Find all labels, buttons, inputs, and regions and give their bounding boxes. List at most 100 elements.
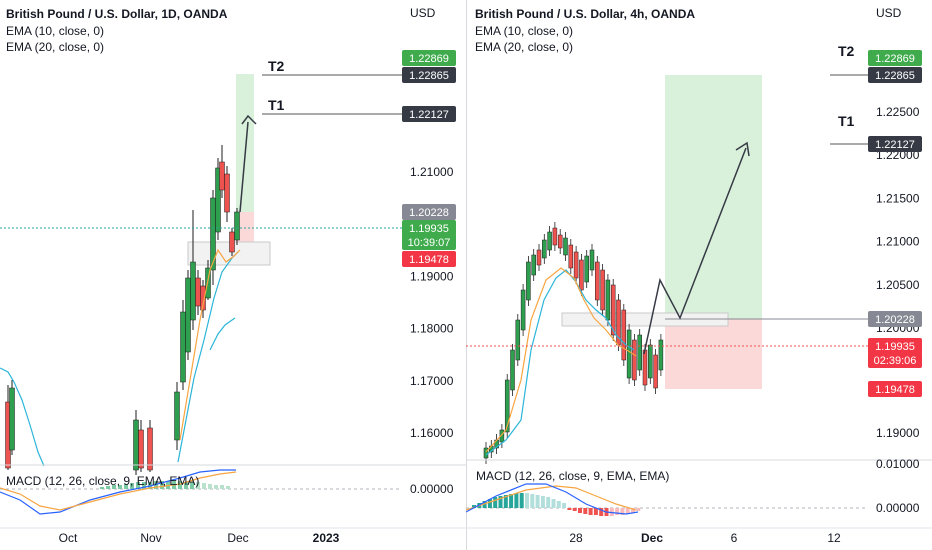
candle-19 [584, 255, 589, 283]
candle-14 [219, 161, 225, 191]
price-tick-4: 1.17000 [410, 374, 454, 388]
badge-entry: 1.20228 [409, 207, 449, 219]
macd-hist-bar-24 [599, 508, 604, 516]
candle-12 [547, 231, 552, 251]
badge-t1-bg [868, 136, 922, 152]
macd-line [0, 469, 236, 515]
badge-countdown: 02:39:06 [874, 355, 917, 367]
macd-tick-1: 0.00000 [876, 501, 920, 515]
candle-22 [600, 269, 605, 311]
4h-macd-label: MACD (12, 26, close, 9, EMA, EMA) [476, 469, 670, 483]
candle-9 [195, 277, 201, 307]
macd-hist-bar-7 [142, 482, 146, 489]
macd-hist-bar-5 [130, 483, 134, 489]
4h-ema10-label: EMA (10, close, 0) [475, 23, 574, 38]
daily-ema10-label: EMA (10, close, 0) [6, 23, 105, 38]
price-tick-4: 1.20500 [876, 278, 920, 292]
macd-hist-bar-20 [578, 508, 582, 513]
macd-hist-bar-31 [636, 508, 641, 511]
macd-signal-line [0, 471, 237, 511]
4h-chart-canvas[interactable]: T2T11.225001.220001.215001.210001.205001… [466, 0, 932, 550]
panel-divider [466, 0, 467, 550]
daily-chart-panel[interactable]: T2T11.210001.200001.190001.180001.170001… [0, 0, 466, 550]
time-tick-3: 2023 [313, 531, 340, 545]
macd-hist-bar-2 [482, 501, 487, 508]
candle-0 [483, 447, 489, 459]
macd-hist-bar-8 [514, 493, 519, 508]
macd-tick-0: 0.01000 [876, 457, 920, 471]
macd-hist-bar-30 [631, 508, 635, 513]
macd-hist-bar-15 [551, 499, 556, 508]
candle-6 [515, 319, 521, 361]
candle-20 [589, 249, 595, 271]
candle-31 [648, 344, 653, 379]
candle-5 [510, 349, 515, 391]
macd-hist-bar-12 [535, 495, 540, 508]
macd-hist-bar-23 [593, 508, 598, 515]
badge-stop-bg [402, 251, 456, 267]
macd-hist-bar-4 [124, 484, 128, 489]
daily-chart-canvas[interactable]: T2T11.210001.200001.190001.180001.170001… [0, 0, 466, 550]
candle-15 [224, 173, 230, 213]
projection-arrow-head [241, 114, 257, 125]
4h-currency-label: USD [876, 6, 902, 20]
macd-hist-bar-14 [184, 482, 188, 489]
macd-hist-bar-1 [106, 486, 110, 489]
macd-hist-bar-0 [100, 487, 104, 489]
candle-23 [605, 279, 611, 321]
price-tick-2: 1.19000 [410, 269, 454, 283]
badge-countdown: 10:39:07 [408, 237, 451, 249]
badge-stop: 1.19478 [409, 254, 449, 266]
daily-chart-title: British Pound / U.S. Dollar, 1D, OANDA [6, 7, 228, 21]
badge-price: 1.19935 [875, 341, 915, 353]
t2-label: T2 [268, 58, 285, 74]
ema10-line [179, 248, 241, 441]
ema20-line-early [0, 367, 45, 467]
badge-stop: 1.19478 [875, 384, 915, 396]
candle-8 [190, 261, 196, 321]
macd-hist-bar-6 [136, 482, 140, 489]
candle-30 [642, 349, 648, 386]
macd-hist-bar-10 [525, 493, 529, 508]
candle-10 [536, 249, 542, 266]
badge-t2-a: 1.22869 [875, 53, 915, 65]
badge-t2-b: 1.22865 [409, 70, 449, 82]
badge-entry: 1.20228 [875, 314, 915, 326]
candle-13 [552, 227, 558, 246]
candle-21 [595, 261, 600, 301]
badge-t2-b-bg [868, 67, 922, 83]
macd-hist-bar-13 [178, 481, 182, 489]
badge-countdown-bg [868, 352, 922, 368]
4h-ema20-label: EMA (20, close, 0) [475, 40, 574, 54]
macd-hist-bar-16 [556, 501, 561, 508]
badge-t2-a-bg [868, 50, 922, 66]
macd-hist-bar-22 [588, 508, 593, 515]
macd-hist-bar-19 [214, 485, 218, 489]
candle-28 [632, 339, 637, 381]
badge-price-bg [402, 220, 456, 236]
macd-hist-bar-21 [226, 486, 230, 489]
candle-4 [147, 427, 153, 471]
price-tick-6: 1.19000 [876, 426, 920, 440]
4h-chart-panel[interactable]: T2 T1 1.22500 1.22000 1.21500 1.21000 1.20500 1… [466, 0, 932, 550]
time-tick-1: Nov [140, 531, 161, 545]
projection-arrow [643, 147, 747, 355]
macd-signal-line [466, 485, 637, 511]
macd-hist-bar-16 [196, 482, 200, 489]
time-tick-0: Oct [59, 531, 78, 545]
candle-14 [557, 234, 563, 249]
price-tick-3: 1.18000 [410, 322, 454, 336]
badge-t2-b: 1.22865 [875, 70, 915, 82]
badge-t2-b-bg [402, 67, 456, 83]
candle-16 [568, 244, 574, 269]
macd-hist-bar-3 [118, 485, 122, 489]
macd-hist-bar-15 [190, 482, 194, 489]
macd-hist-bar-11 [530, 494, 535, 508]
macd-hist-bar-19 [572, 508, 577, 511]
macd-hist-bar-7 [509, 494, 514, 508]
candle-29 [637, 334, 642, 371]
candle-26 [621, 309, 627, 361]
daily-chart-header: British Pound / U.S. Dollar, 1D, OANDA E… [6, 6, 227, 56]
macd-hist-bar-9 [519, 493, 524, 508]
target-zone [665, 75, 762, 319]
